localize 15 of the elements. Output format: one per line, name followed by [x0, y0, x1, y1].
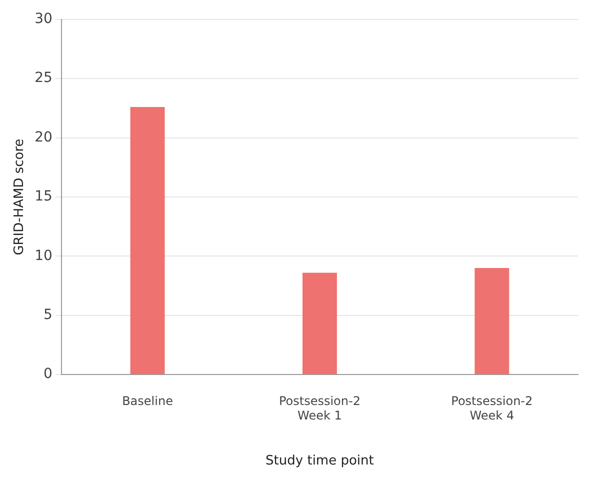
- bar: [130, 107, 165, 374]
- bar: [302, 272, 337, 374]
- y-tick-label: 20: [34, 129, 52, 146]
- y-tick-label: 10: [34, 248, 52, 264]
- x-axis-title: Study time point: [266, 454, 374, 469]
- y-tick-label: 25: [34, 70, 52, 86]
- y-tick-label: 30: [34, 11, 52, 28]
- bar: [474, 268, 510, 374]
- x-tick-label: Baseline: [122, 394, 173, 408]
- y-tick-label: 15: [34, 188, 52, 205]
- y-tick-label: 0: [43, 366, 52, 382]
- x-tick-label: Postsession-2 Week 1: [278, 394, 360, 422]
- x-tick-label: Postsession-2 Week 4: [451, 394, 533, 422]
- y-tick-label: 5: [43, 307, 52, 324]
- y-axis-title: GRID-HAMD score: [12, 138, 28, 256]
